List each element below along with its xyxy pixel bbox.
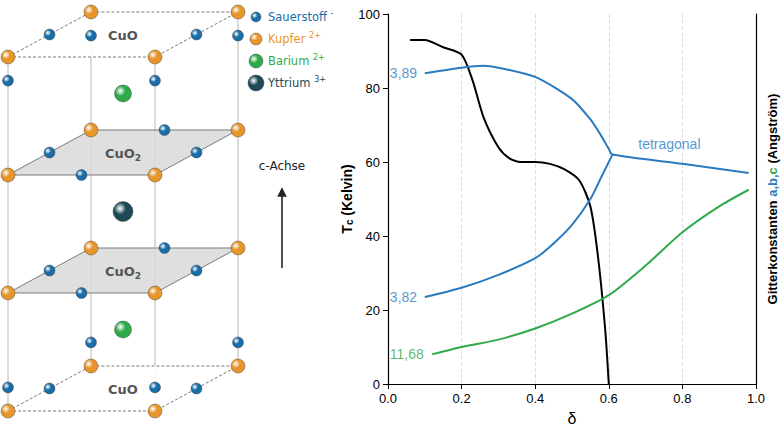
svg-text:0.6: 0.6	[600, 391, 618, 406]
svg-text:Gitterkonstanten: Gitterkonstanten	[765, 197, 780, 305]
svg-text:c: c	[765, 167, 780, 174]
svg-text:CuO2: CuO2	[105, 146, 141, 163]
svg-text:c-Achse: c-Achse	[259, 159, 306, 173]
svg-text:20: 20	[366, 303, 380, 318]
svg-text:Yttrium 3+: Yttrium 3+	[267, 75, 326, 90]
svg-text:tetragonal: tetragonal	[638, 136, 700, 152]
svg-text:Sauerstoff -: Sauerstoff -	[268, 9, 334, 24]
svg-text:CuO2: CuO2	[105, 264, 141, 281]
svg-text:δ: δ	[568, 410, 577, 427]
svg-text:11,68: 11,68	[390, 346, 424, 362]
svg-text:Barium 2+: Barium 2+	[268, 53, 325, 68]
svg-text:c: c	[343, 219, 355, 226]
svg-text:80: 80	[366, 81, 380, 96]
svg-text:a,b,: a,b,	[765, 174, 780, 196]
svg-text:0: 0	[373, 377, 380, 392]
svg-text:0.8: 0.8	[673, 391, 691, 406]
svg-text:CuO: CuO	[108, 28, 138, 43]
svg-text:0.0: 0.0	[379, 391, 397, 406]
svg-text:CuO: CuO	[108, 382, 138, 397]
svg-text:(Angström): (Angström)	[765, 94, 780, 168]
svg-text:3,82: 3,82	[390, 289, 417, 305]
svg-text:0.4: 0.4	[526, 391, 544, 406]
svg-text:(Kelvin): (Kelvin)	[339, 164, 355, 219]
svg-text:60: 60	[366, 155, 380, 170]
svg-text:40: 40	[366, 229, 380, 244]
svg-text:T: T	[339, 225, 355, 234]
svg-text:Kupfer 2+: Kupfer 2+	[268, 31, 321, 46]
svg-text:0.2: 0.2	[453, 391, 471, 406]
svg-text:3,89: 3,89	[390, 65, 417, 81]
svg-text:1.0: 1.0	[747, 391, 765, 406]
svg-text:100: 100	[358, 7, 380, 22]
